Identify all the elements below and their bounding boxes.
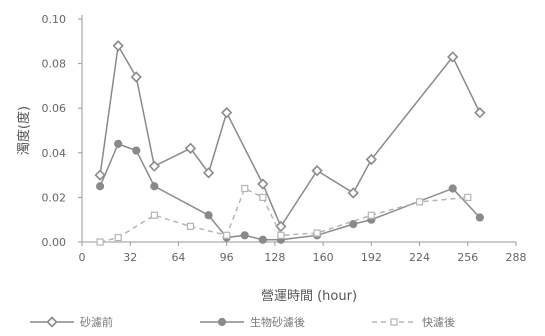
data-point [241,184,249,193]
y-axis-title: 濁度(度) [16,106,32,155]
data-point [259,193,267,201]
legend: 砂濾前 生物砂濾後 快濾後 [30,315,455,329]
data-point [148,160,160,172]
legend-item-1: 砂濾前 [30,315,113,329]
data-point [277,231,285,239]
data-point [130,71,142,83]
data-point [96,238,104,246]
y-tick-label: 0.08 [42,58,67,71]
data-point [258,235,267,244]
y-ticks-group: 0.00 0.02 0.04 0.06 0.08 0.10 [42,13,82,249]
data-point [415,198,424,206]
series-1 [94,40,486,233]
series-3 [96,184,472,246]
legend-label: 砂濾前 [80,315,113,329]
data-point [257,178,269,190]
y-tick-label: 0.02 [42,191,67,204]
data-point [367,211,375,219]
data-point [204,211,213,220]
data-point [311,165,323,177]
x-axis-title: 營運時間 (hour) [261,289,357,304]
axes-group [81,15,516,243]
data-point [217,317,227,327]
data-point [94,169,106,181]
x-tick-label: 64 [171,251,185,264]
data-point [475,213,484,222]
x-tick-label: 128 [264,251,285,264]
data-point [447,51,459,63]
data-point [202,167,215,179]
legend-label: 快濾後 [422,315,455,329]
legend-item-2: 生物砂濾後 [200,315,305,329]
data-point [114,139,123,148]
data-point [365,153,377,166]
data-point [46,316,58,328]
data-point [240,231,249,240]
data-point [347,187,359,199]
data-point [112,40,124,52]
data-point [349,220,358,229]
x-tick-label: 224 [409,251,430,264]
x-tick-label: 32 [123,251,137,264]
x-tick-label: 192 [361,251,382,264]
x-tick-label: 96 [220,251,234,264]
legend-item-3: 快濾後 [372,315,455,329]
data-point [186,222,195,230]
series-line [99,187,468,243]
y-tick-label: 0.06 [42,102,67,115]
y-tick-label: 0.10 [42,13,67,26]
data-point [223,231,231,239]
data-point [313,229,321,237]
x-ticks-group: 0 32 64 96 128 160 192 224 256 288 [79,242,527,264]
data-point [184,142,197,154]
data-point [114,233,122,242]
x-tick-label: 288 [506,251,527,264]
x-tick-label: 256 [457,251,478,264]
data-point [474,107,486,119]
x-tick-label: 160 [313,251,334,264]
data-point [221,107,233,119]
y-tick-label: 0.00 [42,236,67,249]
x-tick-label: 0 [79,251,86,264]
data-point [150,182,159,191]
legend-label: 生物砂濾後 [250,315,305,329]
data-point [132,146,141,155]
series-line [99,142,481,241]
series-line [99,43,481,228]
y-tick-label: 0.04 [42,147,67,160]
series-layer [94,40,486,246]
data-point [464,193,472,201]
data-point [275,220,287,233]
series-2 [95,139,484,244]
data-point [390,318,398,326]
data-point [95,182,105,191]
data-point [448,184,457,193]
data-point [150,211,158,219]
